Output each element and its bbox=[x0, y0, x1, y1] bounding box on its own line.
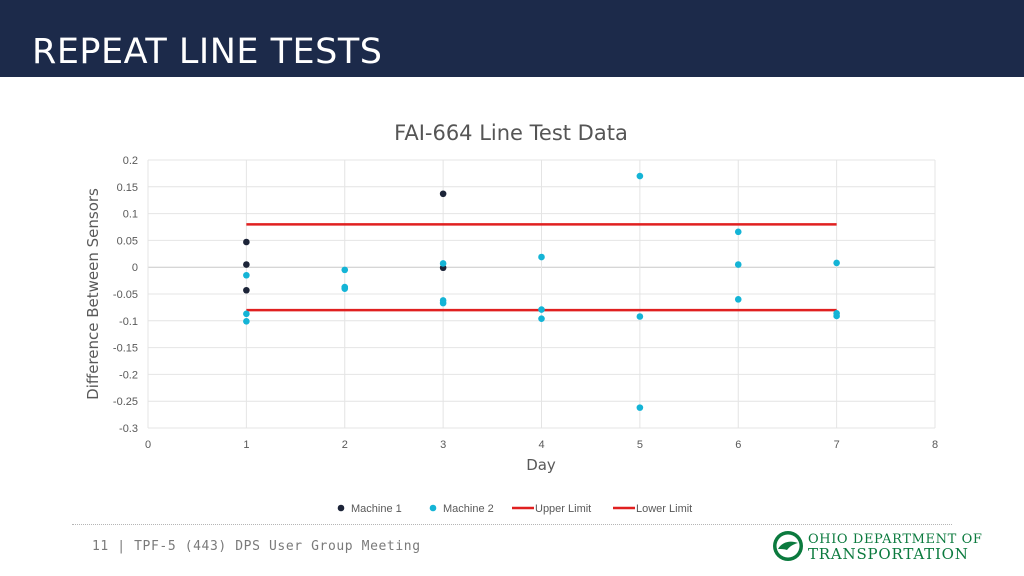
legend-label-machine-1: Machine 1 bbox=[351, 503, 402, 515]
y-tick-label: -0.3 bbox=[119, 423, 138, 435]
logo-text-line2: TRANSPORTATION bbox=[808, 545, 969, 563]
machine-2-point bbox=[636, 313, 644, 320]
machine-1-point bbox=[243, 238, 250, 246]
y-axis-label: Difference Between Sensors bbox=[84, 188, 102, 400]
machine-2-point bbox=[538, 253, 545, 261]
machine-2-point bbox=[439, 260, 447, 267]
x-tick-label: 6 bbox=[735, 439, 741, 451]
machine-2-point bbox=[636, 404, 644, 411]
legend-label-machine-2: Machine 2 bbox=[443, 503, 494, 515]
x-tick-label: 1 bbox=[243, 439, 249, 451]
machine-2-point bbox=[243, 310, 250, 318]
footer-text: 11 | TPF-5 (443) DPS User Group Meeting bbox=[92, 539, 421, 554]
machine-2-point bbox=[833, 259, 840, 267]
machine-1-point bbox=[243, 261, 250, 268]
machine-1-point bbox=[439, 190, 447, 198]
y-tick-label: -0.05 bbox=[113, 289, 138, 301]
machine-2-point bbox=[734, 296, 742, 303]
y-tick-label: -0.15 bbox=[113, 343, 138, 355]
legend-marker-machine-2 bbox=[429, 504, 437, 512]
machine-2-point bbox=[538, 306, 545, 313]
y-tick-label: 0 bbox=[132, 262, 138, 274]
logo-text-line1: OHIO DEPARTMENT OF bbox=[808, 532, 983, 547]
x-tick-label: 4 bbox=[538, 439, 544, 451]
odot-logo: OHIO DEPARTMENT OF TRANSPORTATION bbox=[772, 530, 982, 566]
y-tick-label: -0.25 bbox=[113, 396, 138, 408]
legend-label-upper-limit: Upper Limit bbox=[535, 503, 591, 515]
x-tick-label: 3 bbox=[440, 439, 446, 451]
footer-divider bbox=[72, 524, 952, 525]
machine-2-point bbox=[734, 228, 742, 236]
x-tick-label: 5 bbox=[637, 439, 643, 451]
machine-2-point bbox=[833, 312, 840, 320]
x-axis-label: Day bbox=[526, 456, 556, 474]
x-tick-label: 7 bbox=[834, 439, 840, 451]
y-tick-label: 0.05 bbox=[117, 235, 138, 247]
chart-title: FAI-664 Line Test Data bbox=[394, 121, 628, 145]
machine-2-point bbox=[243, 318, 250, 325]
y-tick-label: 0.1 bbox=[123, 209, 138, 221]
x-tick-label: 8 bbox=[932, 439, 938, 451]
slide-title: REPEAT LINE TESTS bbox=[32, 32, 383, 72]
y-tick-label: 0.15 bbox=[117, 182, 138, 194]
machine-2-point bbox=[439, 299, 447, 307]
machine-1-point bbox=[243, 286, 250, 294]
machine-2-point bbox=[734, 261, 742, 268]
machine-2-point bbox=[636, 172, 644, 180]
x-tick-label: 0 bbox=[145, 439, 151, 451]
machine-2-point bbox=[538, 315, 545, 322]
x-tick-label: 2 bbox=[342, 439, 348, 451]
ohio-seal-icon bbox=[773, 531, 803, 561]
machine-2-point bbox=[243, 271, 250, 279]
y-tick-label: -0.2 bbox=[119, 369, 138, 381]
legend-label-lower-limit: Lower Limit bbox=[636, 503, 692, 515]
scatter-chart: FAI-664 Line Test Data 0.2 0.15 0.1 0.05 0 -0.… bbox=[84, 121, 938, 515]
machine-2-point bbox=[341, 285, 349, 292]
y-tick-label: 0.2 bbox=[123, 155, 138, 167]
y-tick-label: -0.1 bbox=[119, 316, 138, 328]
machine-2-point bbox=[341, 266, 349, 274]
legend-marker-machine-1 bbox=[337, 504, 345, 512]
title-bar: REPEAT LINE TESTS bbox=[0, 0, 1024, 77]
